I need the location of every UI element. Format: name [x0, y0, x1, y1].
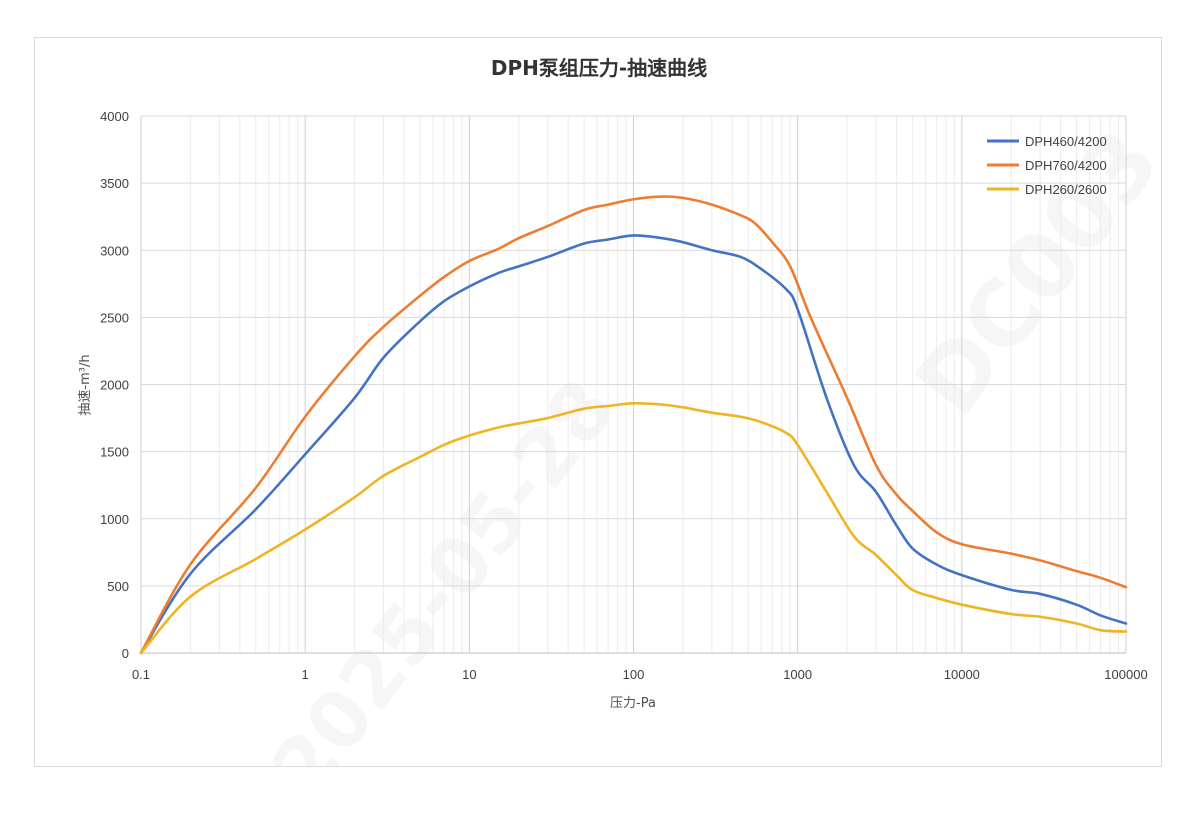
- y-tick-label: 3500: [100, 176, 129, 191]
- x-tick-label: 100: [623, 667, 645, 682]
- y-tick-label: 3000: [100, 243, 129, 258]
- x-tick-label: 1: [302, 667, 309, 682]
- y-tick-label: 2000: [100, 378, 129, 393]
- legend-label-dph260-2600: DPH260/2600: [1025, 182, 1107, 197]
- series-line-dph760-4200: [139, 195, 1128, 655]
- axes: 0.1 1 10 100 1000 10000 100000 0 500 1000 1500 2000…: [100, 109, 1148, 682]
- y-tick-label: 4000: [100, 109, 129, 124]
- legend-label-dph760-4200: DPH760/4200: [1025, 158, 1107, 173]
- series: [139, 195, 1128, 655]
- legend-label-dph460-4200: DPH460/4200: [1025, 134, 1107, 149]
- legend: DPH460/4200 DPH760/4200 DPH260/2600: [987, 134, 1107, 197]
- grid: [140, 115, 1127, 654]
- y-axis-label: 抽速-m³/h: [78, 354, 93, 415]
- y-tick-label: 0: [122, 646, 129, 661]
- chart-title: DPH泵组压力-抽速曲线: [491, 56, 707, 80]
- chart-svg: 2025-05-28 DC003 0.1 1 10 100 1000 10000 10000…: [78, 56, 1161, 766]
- x-axis-label: 压力-Pa: [610, 696, 656, 711]
- x-tick-label: 0.1: [132, 667, 150, 682]
- y-tick-label: 2500: [100, 310, 129, 325]
- x-tick-label: 1000: [783, 667, 812, 682]
- y-tick-label: 1000: [100, 512, 129, 527]
- series-line-dph460-4200: [139, 234, 1128, 655]
- chart-frame: 2025-05-28 DC003 0.1 1 10 100 1000 10000 10000…: [34, 37, 1162, 767]
- series-line-dph260-2600: [139, 401, 1128, 655]
- x-tick-label: 100000: [1104, 667, 1147, 682]
- y-tick-label: 1500: [100, 445, 129, 460]
- y-tick-label: 500: [107, 579, 129, 594]
- x-tick-label: 10: [462, 667, 476, 682]
- watermark: 2025-05-28 DC003: [255, 111, 1161, 766]
- x-tick-label: 10000: [944, 667, 980, 682]
